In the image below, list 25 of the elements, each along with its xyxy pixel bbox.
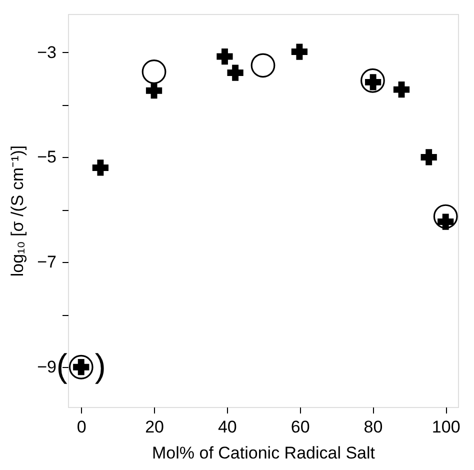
annotation: ( ) [56, 347, 106, 384]
point [291, 44, 308, 60]
y-tick-label: −3 [37, 42, 56, 62]
point [250, 53, 276, 78]
x-tick-label: 60 [290, 418, 310, 436]
point [393, 81, 410, 98]
point [68, 354, 94, 380]
point [142, 60, 166, 84]
point [216, 48, 233, 65]
point [227, 64, 244, 81]
point [92, 160, 108, 176]
point [433, 204, 458, 229]
x-tick-label: 0 [76, 418, 86, 436]
x-axis-title: Mol% of Cationic Radical Salt [152, 444, 376, 462]
point [146, 82, 162, 99]
x-tick-label: 40 [218, 418, 237, 436]
x-tick-label: 100 [432, 418, 460, 436]
x-tick-label: 20 [145, 418, 164, 436]
y-tick-label: −5 [37, 148, 56, 167]
x-tick-label: 80 [364, 418, 383, 436]
y-tick-label: −7 [37, 252, 56, 272]
y-tick-label: −9 [37, 358, 56, 377]
y-axis-title: log₁₀ [σ /(S cm⁻¹)] [8, 145, 28, 277]
point [360, 68, 385, 93]
point [420, 149, 437, 166]
